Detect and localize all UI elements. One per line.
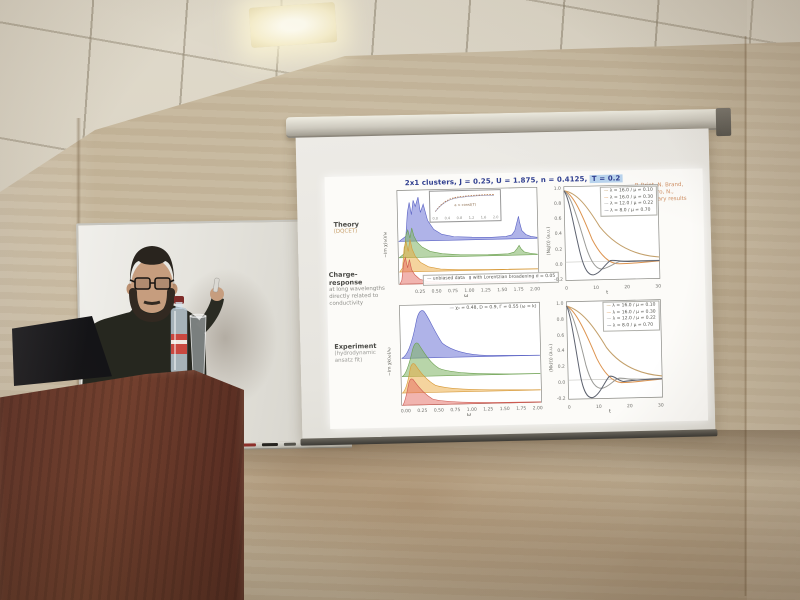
- ridge-orange: [399, 239, 538, 273]
- experiment-subtitle: (hydrodynamic ansatz fit): [334, 349, 376, 364]
- ridge-red: [401, 378, 541, 406]
- water-bottle: [170, 296, 188, 375]
- curve-dark: [563, 190, 660, 276]
- x-axis-label: t: [606, 289, 609, 296]
- y-tick: 0.4: [557, 349, 565, 355]
- curve-tan: [566, 305, 663, 377]
- y-tick: 0.6: [554, 217, 562, 223]
- x-axis-label: t: [608, 408, 611, 415]
- x-tick: 0.4: [444, 216, 451, 221]
- presenter: [82, 246, 224, 392]
- curve-tan: [563, 190, 660, 258]
- y-tick: 0.8: [556, 317, 564, 323]
- y-tick: 0.4: [554, 232, 562, 238]
- x-tick: 2.0: [492, 215, 499, 220]
- curve-dark: [566, 305, 663, 399]
- x-tick: 1.2: [468, 215, 475, 220]
- y-tick: 0.6: [556, 333, 565, 339]
- ridge-green: [401, 342, 541, 378]
- y-tick: -0.2: [554, 277, 563, 283]
- projector-screen: 2x1 clusters, J = 0.25, U = 1.875, n = 0…: [295, 128, 716, 441]
- x-tick: 0.8: [456, 215, 463, 221]
- charge-subtitle: at long wavelengths directly related to …: [329, 285, 385, 307]
- charge-title: Charge-response: [328, 270, 363, 288]
- y-tick: 1.0: [556, 301, 564, 307]
- ridge-blue: [401, 310, 540, 359]
- theory-subtitle: (DQCET): [333, 228, 358, 235]
- ceiling-light: [248, 2, 338, 48]
- legend-entry: unbiased data: [427, 276, 465, 283]
- plot-experiment-relaxation: ⟨Nk(t)⟩ (a.u.) 1.00.80.60.40.20.0-0.2 λ …: [549, 297, 666, 416]
- legend-entry: with Lorentzian broadening σ = 0.05: [469, 274, 556, 282]
- wall-right-panel: [747, 0, 800, 600]
- y-tick: -0.2: [556, 396, 566, 402]
- screen-bracket: [715, 107, 732, 137]
- plot-legend: λ = 16.0 / μ = 0.10λ = 16.0 / μ = 0.30λ …: [599, 185, 658, 217]
- y-tick: 0.0: [558, 380, 566, 386]
- plot-theory-relaxation: ⟨Nq(t)⟩ (a.u.) 1.00.80.60.40.20.0-0.2 λ …: [546, 182, 664, 297]
- curve-gray: [566, 305, 663, 389]
- section-label-experiment: Experiment (hydrodynamic ansatz fit): [334, 342, 392, 365]
- plot-theory-spectrum: −Im χ(ω)/ω a = const(T) 0.0 0.4 0.8 1.2 1.6 2…: [383, 185, 560, 300]
- y-tick: 0.0: [555, 262, 563, 268]
- x-tick: 1.6: [480, 215, 487, 220]
- y-tick: 0.2: [555, 247, 563, 253]
- drinking-glass: [189, 313, 207, 375]
- section-label-charge-response: Charge-response at long wavelengths dire…: [329, 270, 390, 308]
- legend-entry: χ₀ = 0.48, D = 0.9, Γ = 0.55 (ω = k): [449, 304, 536, 312]
- y-ticks: 1.0 0.8 0.6 0.4 0.2 0.0 -0.2: [552, 302, 566, 402]
- ridge-blue: [398, 197, 538, 242]
- plot-canvas: [399, 301, 543, 406]
- hair: [129, 246, 175, 288]
- mustache: [143, 300, 161, 305]
- section-label-theory: Theory (DQCET): [334, 220, 390, 236]
- slide-title-highlight: T = 0.2: [589, 174, 623, 184]
- laptop: [12, 316, 112, 386]
- face: [131, 259, 173, 313]
- legend-entry: λ = 8.0 / μ = 0.70: [604, 207, 653, 215]
- x-tick: 0.0: [432, 216, 439, 221]
- curve-orange: [563, 190, 660, 265]
- wall-corner-seam: [744, 36, 747, 596]
- y-tick: 0.2: [557, 364, 565, 371]
- glasses: [129, 277, 175, 290]
- podium: [0, 370, 244, 600]
- y-ticks: 1.0 0.8 0.6 0.4 0.2 0.0 -0.2: [550, 187, 564, 283]
- plot-experiment-spectrum: −Im χk(ω)/ω χ₀ = 0.48, D = 0.9, Γ = 0.55…: [387, 300, 546, 419]
- pointer-in-hand: [213, 277, 220, 293]
- inset-plot: a = const(T) 0.0 0.4 0.8 1.2 1.6 2.0: [428, 189, 502, 223]
- inset-curve: [435, 194, 494, 212]
- inset-x-ticks: 0.0 0.4 0.8 1.2 1.6 2.0: [432, 215, 498, 220]
- beard: [129, 288, 175, 323]
- slide: 2x1 clusters, J = 0.25, U = 1.875, n = 0…: [324, 168, 709, 430]
- plot-legend: λ = 16.0 / μ = 0.10λ = 16.0 / μ = 0.30λ …: [602, 300, 661, 332]
- x-axis-label: ω: [464, 292, 469, 299]
- raised-arm: [196, 296, 224, 333]
- legend-entry: λ = 8.0 / μ = 0.70: [607, 322, 656, 330]
- y-tick: 1.0: [553, 186, 561, 192]
- y-tick: 0.8: [553, 201, 562, 208]
